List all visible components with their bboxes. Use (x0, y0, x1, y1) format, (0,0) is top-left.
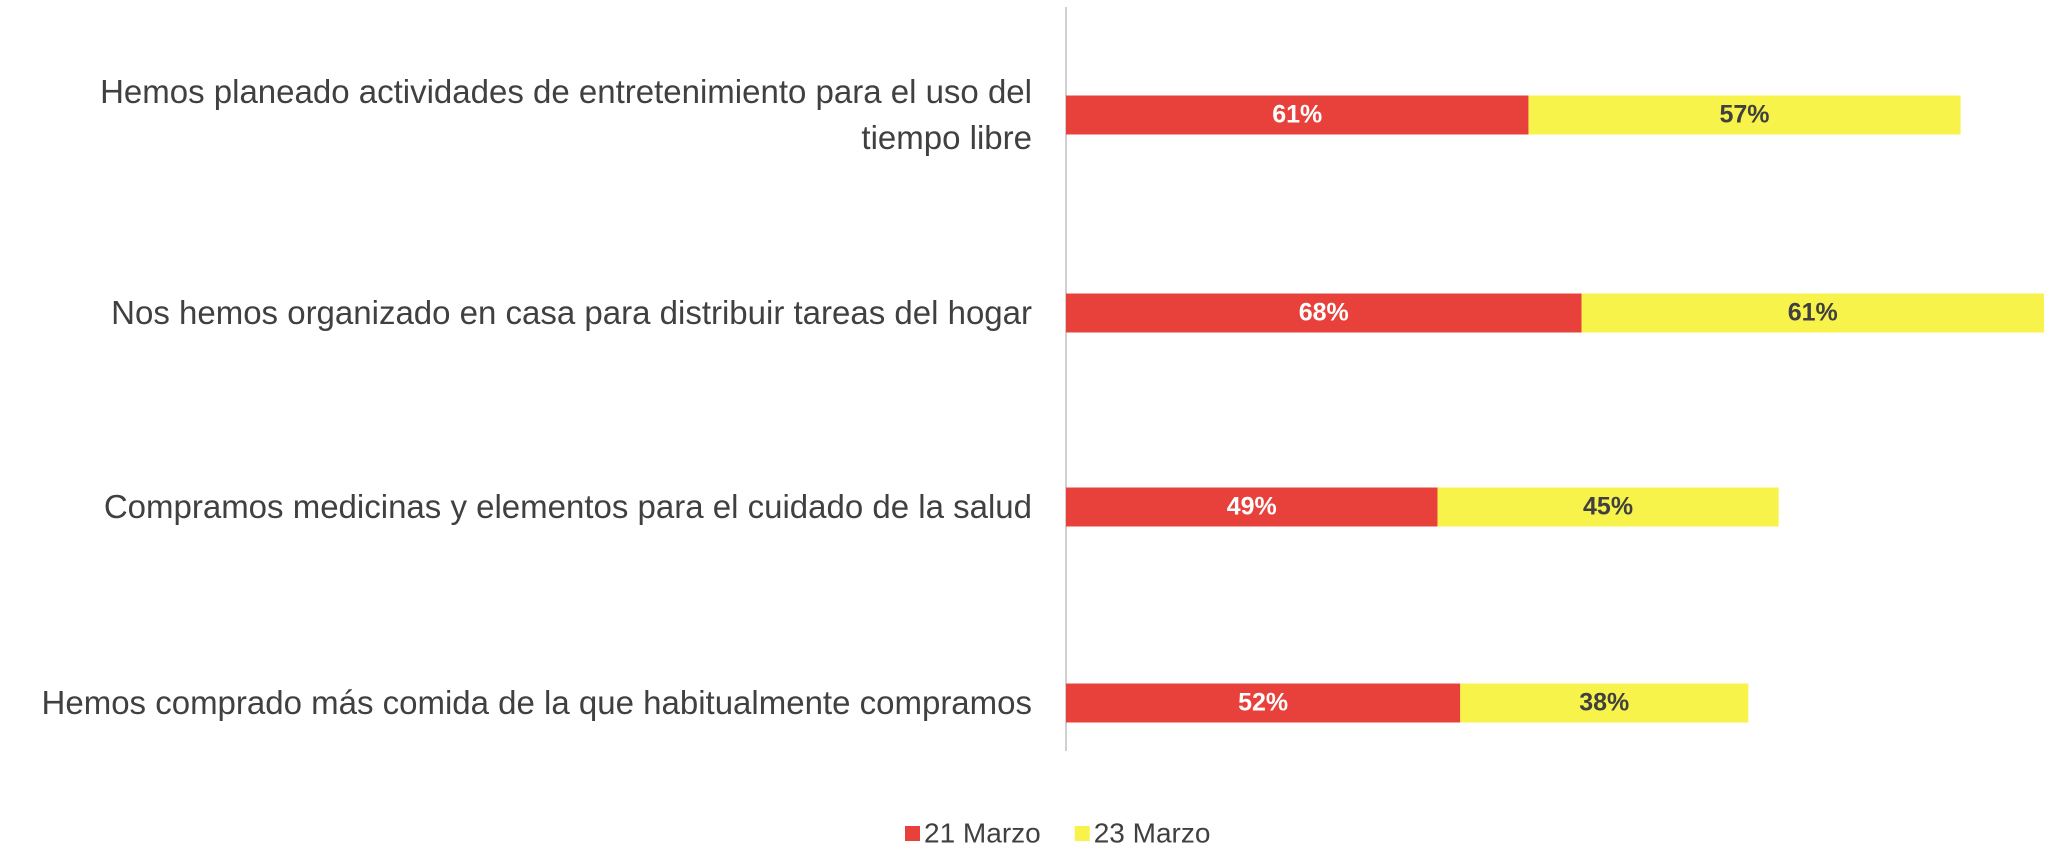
category-label: Hemos comprado más comida de la que habi… (41, 684, 1032, 721)
bar-segment (1581, 293, 2044, 333)
bar-segment (1437, 487, 1779, 527)
value-label: 49% (1227, 493, 1277, 521)
bar-segment (1066, 683, 1461, 723)
bar-segment (1528, 95, 1961, 135)
value-label: 68% (1299, 299, 1349, 327)
category-label: Hemos planeado actividades de entretenim… (100, 73, 1032, 156)
value-label: 38% (1579, 689, 1629, 717)
legend-label: 23 Marzo (1094, 817, 1211, 848)
bar-segment (1460, 683, 1749, 723)
bar-segment (1066, 293, 1582, 333)
category-label: Nos hemos organizado en casa para distri… (111, 294, 1032, 331)
value-label: 45% (1583, 493, 1633, 521)
bar-segment (1066, 95, 1529, 135)
value-label: 52% (1238, 689, 1288, 717)
value-label: 61% (1788, 299, 1838, 327)
value-label: 61% (1272, 101, 1322, 129)
category-label: Compramos medicinas y elementos para el … (103, 488, 1032, 525)
bar-segment (1066, 487, 1438, 527)
legend-label: 21 Marzo (924, 817, 1041, 848)
legend-swatch (1074, 826, 1090, 841)
value-label: 57% (1720, 101, 1770, 129)
legend-swatch (905, 826, 920, 841)
